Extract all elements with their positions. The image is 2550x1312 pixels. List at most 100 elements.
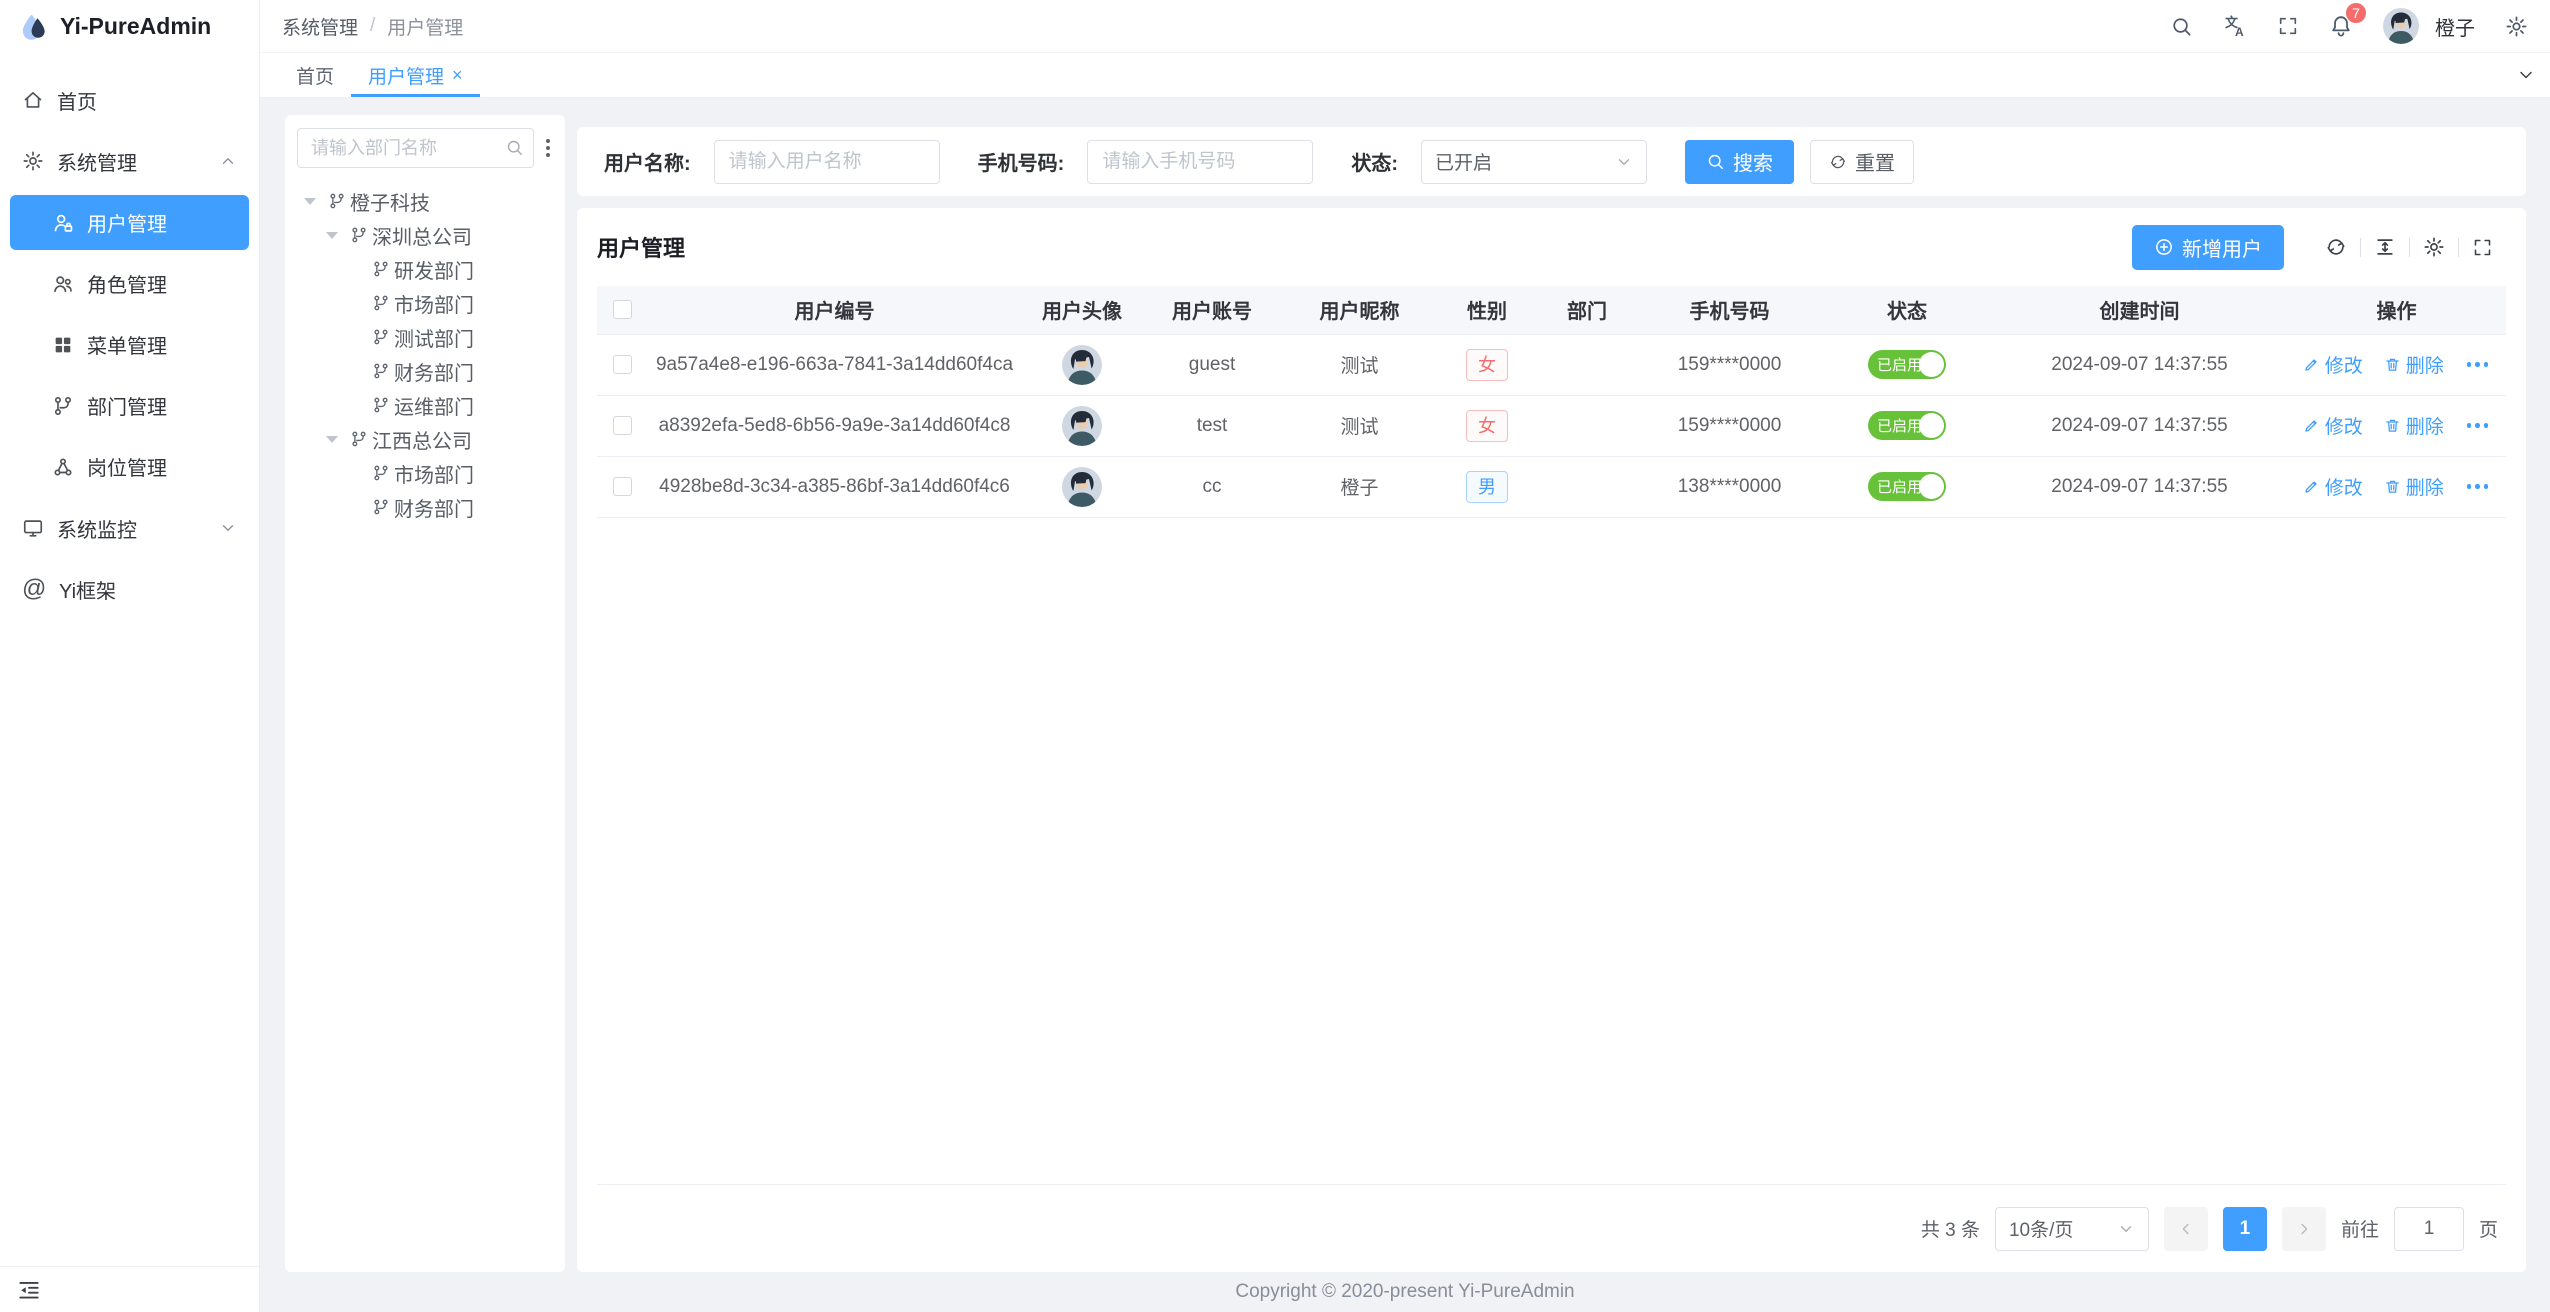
edit-button[interactable]: 修改: [2303, 473, 2363, 500]
sidebar-item-post-mgmt[interactable]: 岗位管理: [10, 439, 249, 494]
settings-gear-icon[interactable]: [2505, 15, 2528, 38]
sidebar-item-home[interactable]: 首页: [0, 72, 259, 128]
cell-phone: 159****0000: [1637, 395, 1822, 457]
cell-nickname: 测试: [1282, 334, 1437, 396]
caret-down-icon[interactable]: [326, 435, 338, 449]
page-unit-label: 页: [2478, 1220, 2498, 1241]
row-checkbox[interactable]: [612, 476, 632, 496]
tree-node[interactable]: 测试部门: [297, 320, 553, 354]
sidebar-item-menu-mgmt[interactable]: 菜单管理: [10, 317, 249, 372]
table-tool-icons: [2312, 236, 2506, 258]
tab-label: 用户管理: [368, 66, 445, 88]
tree-node[interactable]: 运维部门: [297, 388, 553, 422]
refresh-table-icon[interactable]: [2312, 236, 2360, 258]
row-avatar: [1062, 344, 1102, 385]
tree-node-label: 测试部门: [394, 328, 474, 351]
status-toggle[interactable]: 已启用: [1868, 350, 1946, 379]
more-actions-icon[interactable]: [2465, 358, 2491, 371]
filter-bar: 用户名称: 手机号码: 状态: 已开启 搜索: [577, 127, 2526, 196]
col-nickname: 用户昵称: [1282, 286, 1437, 334]
username-label[interactable]: 橙子: [2435, 17, 2475, 40]
tree-node[interactable]: 市场部门: [297, 286, 553, 320]
delete-button[interactable]: 删除: [2384, 412, 2444, 439]
edit-button[interactable]: 修改: [2303, 351, 2363, 378]
username-filter-input[interactable]: [713, 139, 940, 184]
tab-bar: 首页 用户管理 ×: [260, 53, 2550, 98]
kebab-menu-icon[interactable]: [543, 135, 553, 161]
search-icon[interactable]: [2170, 15, 2193, 38]
tree-node[interactable]: 市场部门: [297, 456, 553, 490]
trash-icon: [2384, 417, 2401, 434]
tree-node[interactable]: 江西总公司: [297, 422, 553, 456]
select-all-checkbox[interactable]: [612, 300, 632, 320]
tree-node[interactable]: 财务部门: [297, 490, 553, 524]
prev-page-button[interactable]: [2163, 1206, 2208, 1251]
footer: Copyright © 2020-present Yi-PureAdmin: [260, 1272, 2550, 1312]
sidebar-item-monitor[interactable]: 系统监控: [0, 500, 259, 556]
status-toggle[interactable]: 已启用: [1868, 411, 1946, 440]
notification-badge: 7: [2345, 2, 2367, 24]
next-page-button[interactable]: [2281, 1206, 2326, 1251]
tab-menu-chevron-icon[interactable]: [2502, 53, 2550, 97]
breadcrumb-current: 用户管理: [387, 17, 464, 39]
col-created: 创建时间: [1992, 286, 2287, 334]
tree-node[interactable]: 深圳总公司: [297, 218, 553, 252]
user-avatar[interactable]: [2383, 8, 2419, 44]
page-number-button[interactable]: 1: [2222, 1206, 2267, 1251]
status-toggle[interactable]: 已启用: [1868, 472, 1946, 501]
add-user-button[interactable]: 新增用户: [2132, 224, 2284, 270]
table-row: a8392efa-5ed8-6b56-9a9e-3a14dd60f4c8 tes…: [597, 395, 2506, 457]
row-density-icon[interactable]: [2361, 236, 2409, 258]
sidebar-item-label: 角色管理: [87, 275, 167, 297]
cell-created: 2024-09-07 14:37:55: [1992, 334, 2287, 396]
edit-button[interactable]: 修改: [2303, 412, 2363, 439]
more-actions-icon[interactable]: [2465, 480, 2491, 493]
phone-filter-input[interactable]: [1087, 139, 1314, 184]
sidebar-item-role-mgmt[interactable]: 角色管理: [10, 256, 249, 311]
tree-node-label: 橙子科技: [350, 192, 430, 215]
sidebar-item-system-mgmt[interactable]: 系统管理: [0, 133, 259, 189]
sidebar-item-framework[interactable]: @ Yi框架: [0, 561, 259, 617]
col-gender: 性别: [1437, 286, 1537, 334]
reset-button[interactable]: 重置: [1810, 139, 1915, 184]
cell-dept: [1537, 395, 1637, 457]
fullscreen-icon[interactable]: [2277, 15, 2299, 37]
dept-search-input[interactable]: [297, 128, 534, 168]
sidebar-item-user-mgmt[interactable]: 用户管理: [10, 195, 249, 250]
branch-icon: [372, 294, 390, 312]
caret-down-icon[interactable]: [304, 197, 316, 211]
pagination-bar: 共 3 条 10条/页 1 前往 页: [597, 1184, 2506, 1272]
row-avatar: [1062, 466, 1102, 507]
table-row: 4928be8d-3c34-a385-86bf-3a14dd60f4c6 cc …: [597, 456, 2506, 518]
tree-node[interactable]: 研发部门: [297, 252, 553, 286]
tree-node[interactable]: 财务部门: [297, 354, 553, 388]
tree-node[interactable]: 橙子科技: [297, 184, 553, 218]
notification-bell-icon[interactable]: 7: [2329, 2, 2367, 38]
status-select[interactable]: 已开启: [1421, 139, 1648, 184]
tab-user-mgmt[interactable]: 用户管理 ×: [351, 53, 480, 97]
close-tab-icon[interactable]: ×: [452, 65, 463, 85]
delete-button[interactable]: 删除: [2384, 473, 2444, 500]
row-checkbox[interactable]: [612, 354, 632, 374]
tree-node-label: 运维部门: [394, 396, 474, 419]
sidebar-item-dept-mgmt[interactable]: 部门管理: [10, 378, 249, 433]
row-checkbox[interactable]: [612, 415, 632, 435]
tab-home[interactable]: 首页: [279, 53, 351, 97]
page-size-select[interactable]: 10条/页: [1994, 1206, 2149, 1251]
delete-button[interactable]: 删除: [2384, 351, 2444, 378]
user-lock-icon: [52, 212, 74, 234]
branch-icon: [372, 362, 390, 380]
branch-icon: [372, 464, 390, 482]
collapse-sidebar-icon[interactable]: [16, 1277, 42, 1303]
copyright-text: Copyright © 2020-present Yi-PureAdmin: [1235, 1281, 1575, 1302]
column-settings-gear-icon[interactable]: [2410, 236, 2458, 258]
breadcrumb-parent[interactable]: 系统管理: [282, 17, 359, 39]
breadcrumb-separator: /: [370, 15, 376, 36]
goto-page-input[interactable]: [2393, 1206, 2464, 1251]
search-button[interactable]: 搜索: [1685, 139, 1795, 184]
caret-down-icon[interactable]: [326, 231, 338, 245]
fullscreen-table-icon[interactable]: [2459, 237, 2506, 258]
more-actions-icon[interactable]: [2465, 419, 2491, 432]
dept-search-field: [297, 128, 534, 168]
